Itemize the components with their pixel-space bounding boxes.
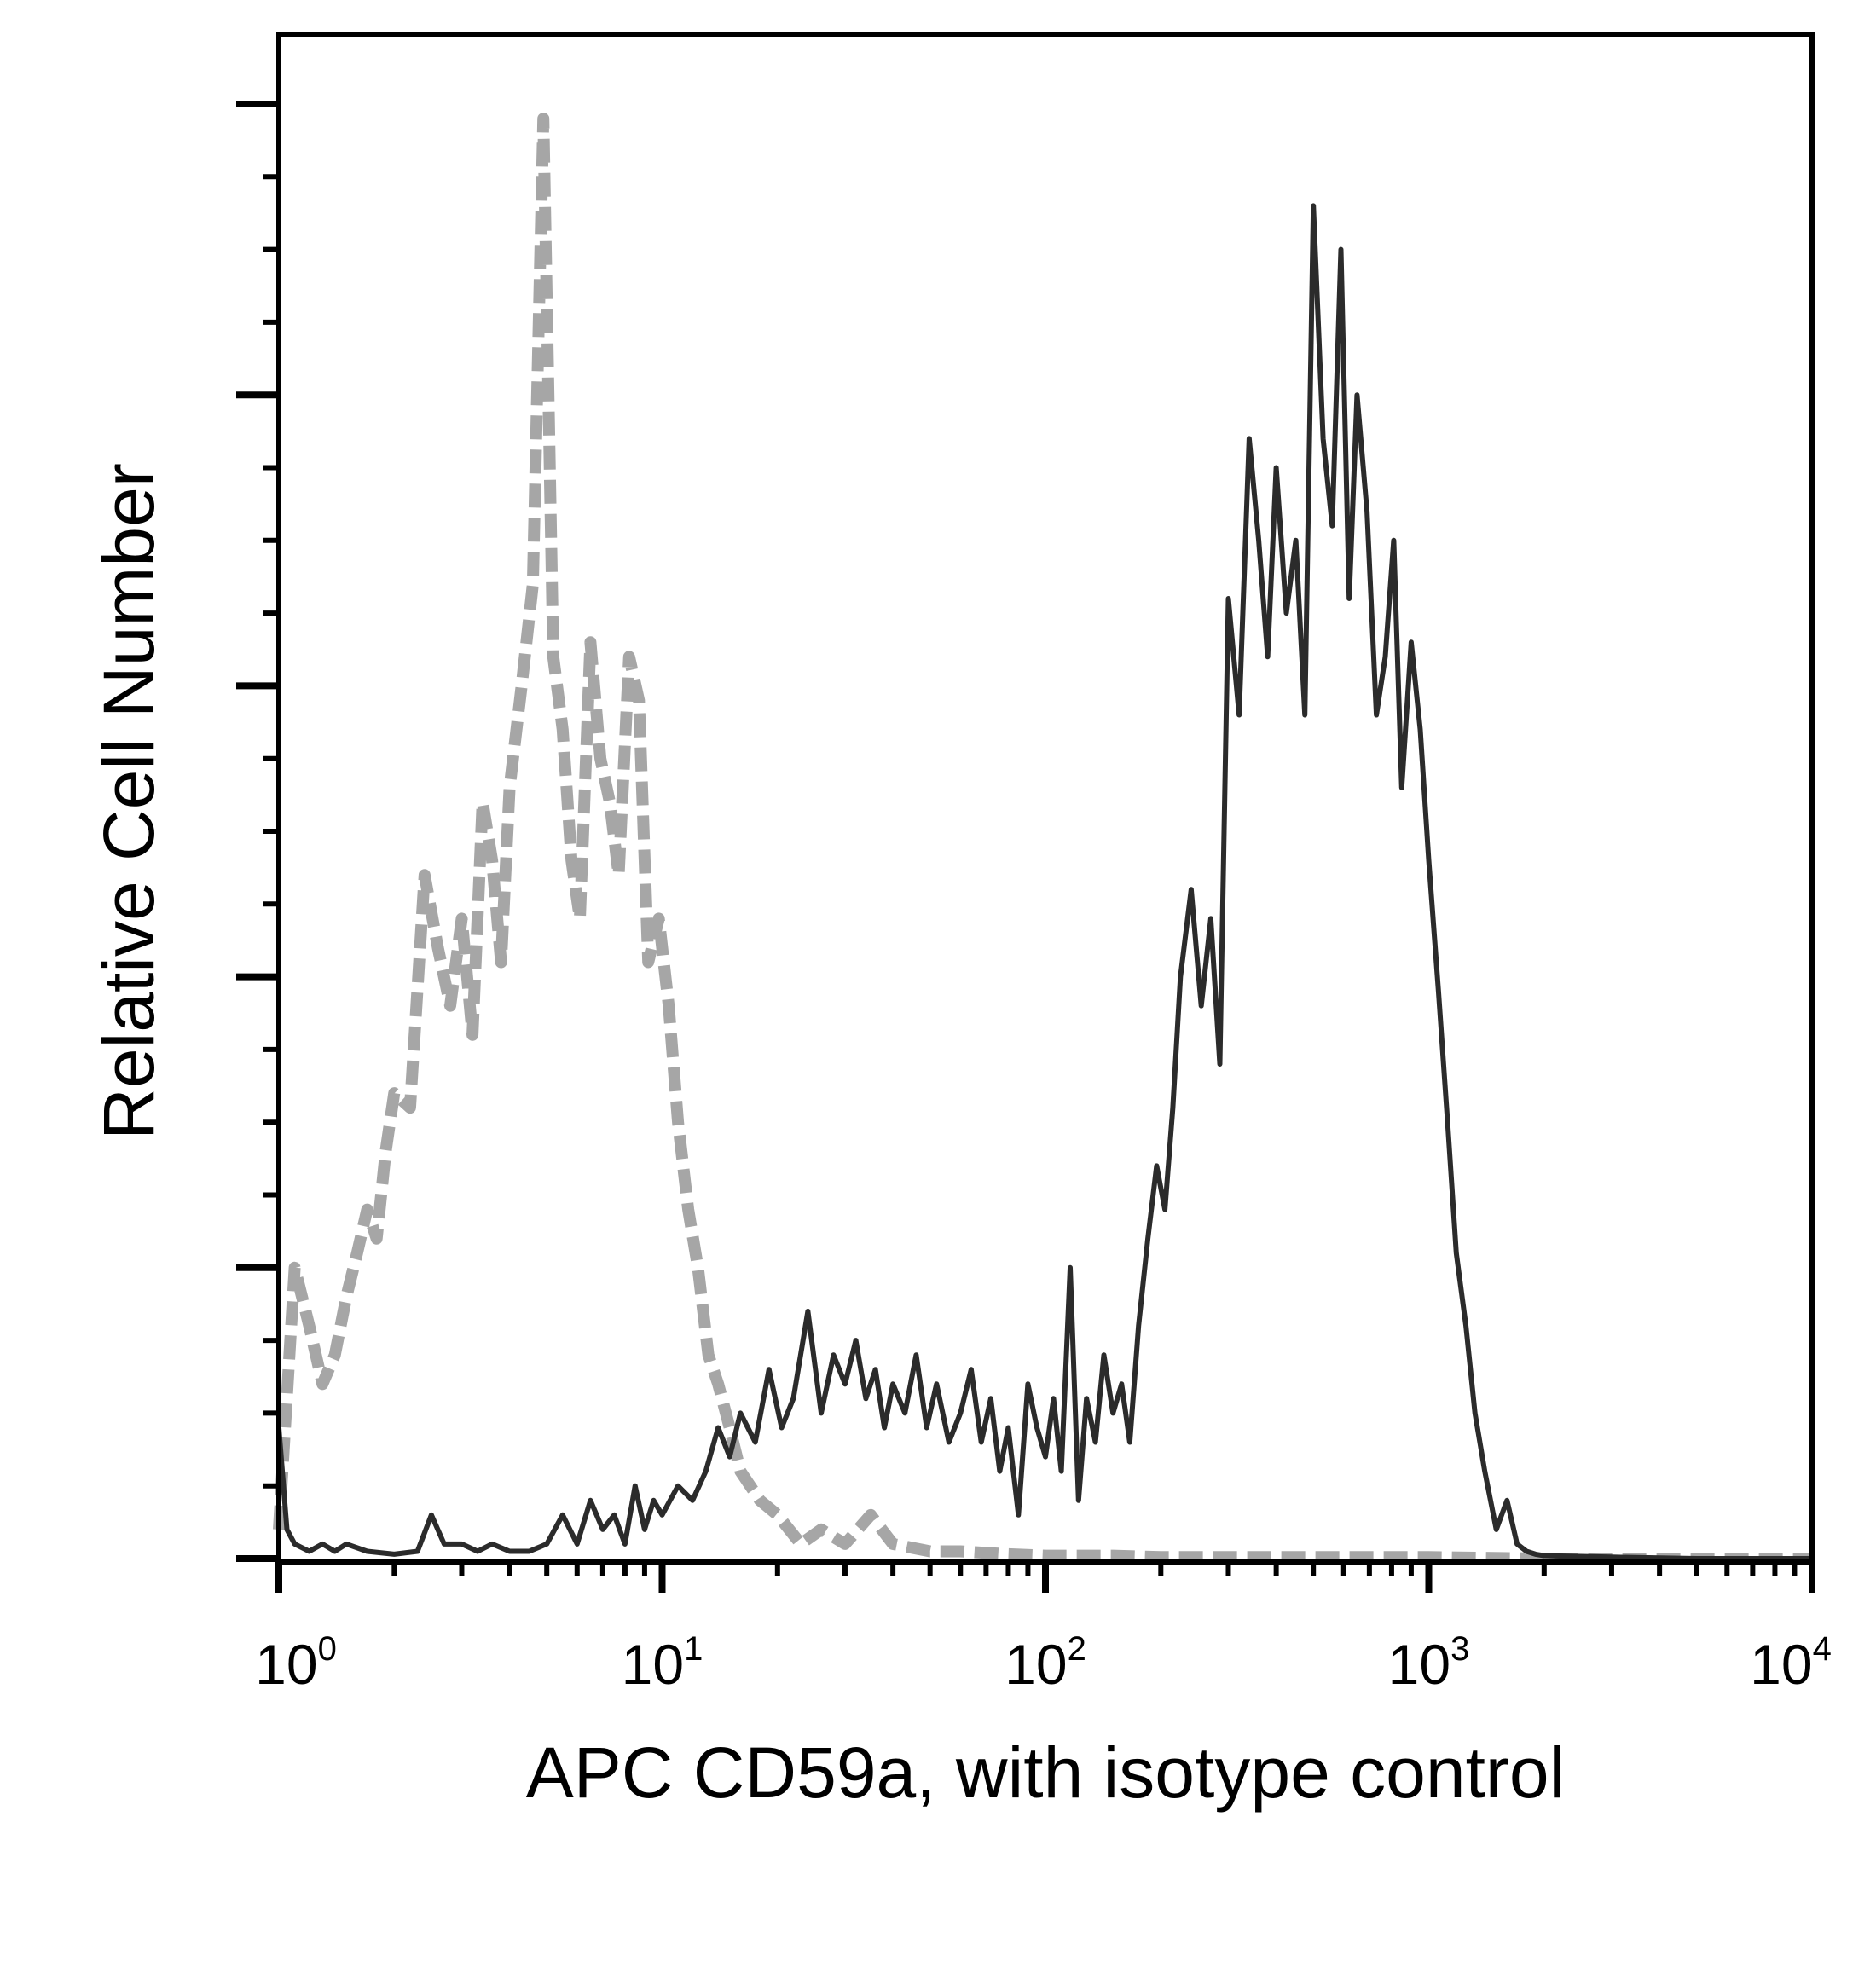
x-tick-label-base: 10 (1388, 1633, 1450, 1696)
series-1-line (273, 113, 1812, 1565)
x-tick-label: 101 (622, 1630, 704, 1696)
y-axis-title: Relative Cell Number (89, 463, 169, 1140)
x-axis-tick-labels: 100 101 102 103 104 (255, 1630, 1832, 1696)
x-tick-label-exponent: 4 (1813, 1630, 1832, 1668)
x-tick-label: 100 (255, 1630, 337, 1696)
y-axis-ticks (236, 101, 279, 1562)
x-axis-minor-ticks (391, 1562, 1798, 1576)
x-tick-label-exponent: 3 (1450, 1630, 1469, 1668)
x-tick-label: 102 (1005, 1630, 1086, 1696)
x-axis-major-ticks (275, 1562, 1815, 1593)
x-tick-label-base: 10 (255, 1633, 317, 1696)
x-tick-label-base: 10 (1750, 1633, 1812, 1696)
x-tick-label-exponent: 1 (684, 1630, 703, 1668)
x-tick-label: 104 (1750, 1630, 1832, 1696)
series-layer (273, 113, 1812, 1565)
x-axis-title: APC CD59a, with isotype control (526, 1733, 1566, 1813)
x-tick-label-base: 10 (1005, 1633, 1067, 1696)
x-tick-label: 103 (1388, 1630, 1470, 1696)
x-tick-label-exponent: 2 (1068, 1630, 1086, 1668)
x-tick-label-base: 10 (622, 1633, 684, 1696)
x-tick-label-exponent: 0 (318, 1630, 337, 1668)
series-2-line (276, 203, 1812, 1561)
